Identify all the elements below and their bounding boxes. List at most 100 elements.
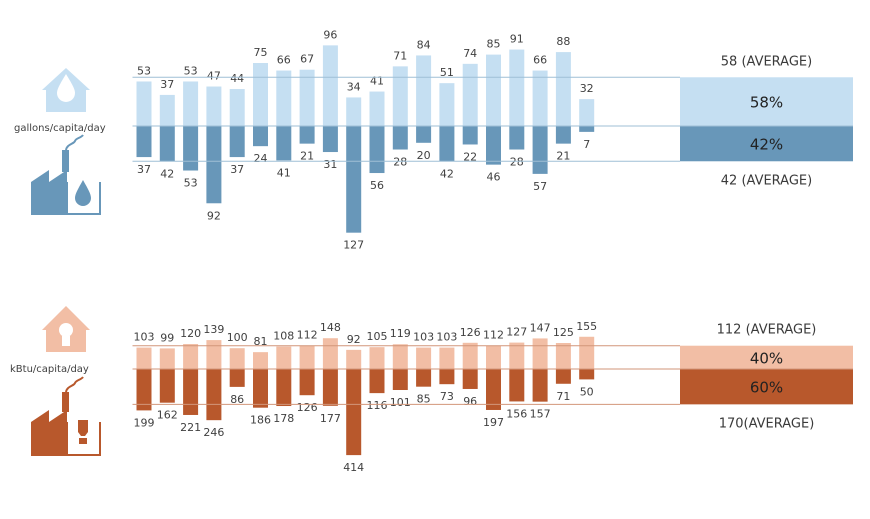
water-top-value-label: 75: [254, 46, 268, 59]
energy-top-value-label: 119: [390, 327, 411, 340]
water-bottom-bar: [532, 126, 548, 174]
water-average-top-label: 58 (AVERAGE): [721, 54, 812, 69]
water-bottom-value-label: 41: [277, 166, 291, 179]
water-top-bar: [532, 70, 548, 126]
energy-average-top-label: 112 (AVERAGE): [717, 323, 817, 338]
water-top-bar: [253, 63, 268, 126]
energy-bottom-value-label: 199: [134, 416, 155, 429]
water-top-bar: [136, 81, 152, 126]
water-top-bar: [183, 81, 199, 126]
energy-top-value-label: 112: [483, 329, 504, 342]
energy-bottom-value-label: 197: [483, 416, 504, 429]
water-top-value-label: 44: [230, 72, 244, 85]
water-bottom-value-label: 21: [300, 150, 314, 163]
energy-top-value-label: 112: [297, 329, 318, 342]
energy-top-bar: [416, 347, 432, 369]
energy-average-bottom-label: 170(AVERAGE): [719, 416, 815, 431]
water-bottom-value-label: 53: [184, 177, 198, 190]
water-top-bar: [416, 55, 432, 126]
energy-bottom-value-label: 186: [250, 414, 271, 427]
energy-bottom-bar: [509, 369, 525, 402]
energy-top-bar: [229, 348, 245, 369]
energy-top-bar: [369, 347, 385, 369]
energy-top-value-label: 125: [553, 326, 574, 339]
water-top-value-label: 88: [556, 35, 570, 48]
energy-top-bar: [579, 336, 595, 369]
energy-top-value-label: 126: [460, 326, 481, 339]
energy-bottom-value-label: 85: [417, 393, 431, 406]
energy-bottom-bar: [579, 369, 595, 380]
energy-top-bar: [439, 347, 455, 369]
energy-share-bottom-label: 60%: [750, 379, 783, 397]
water-top-bar: [392, 66, 408, 126]
water-bottom-bar: [486, 126, 501, 165]
water-bottom-value-label: 28: [510, 156, 524, 169]
water-bottom-value-label: 56: [370, 179, 384, 192]
water-top-bar: [486, 54, 501, 126]
water-top-bar: [159, 94, 175, 126]
energy-industry-icon: [31, 376, 101, 456]
energy-bottom-value-label: 178: [273, 412, 294, 425]
water-top-value-label: 34: [347, 80, 361, 93]
water-top-bar: [369, 91, 385, 126]
water-bottom-value-label: 20: [417, 149, 431, 162]
water-average-bottom-label: 42 (AVERAGE): [721, 173, 812, 188]
energy-bottom-bar: [299, 369, 315, 396]
energy-top-value-label: 100: [227, 331, 248, 344]
energy-bottom-bar: [532, 369, 548, 402]
energy-bottom-bar: [369, 369, 385, 394]
water-top-value-label: 47: [207, 70, 221, 83]
water-unit-label: gallons/capita/day: [14, 123, 106, 134]
energy-top-value-label: 81: [254, 335, 268, 348]
energy-top-value-label: 103: [134, 331, 155, 344]
water-top-value-label: 85: [487, 38, 501, 51]
water-bottom-bar: [439, 126, 455, 162]
water-top-value-label: 66: [277, 54, 291, 67]
water-top-value-label: 37: [160, 78, 174, 91]
water-bottom-value-label: 37: [230, 163, 244, 176]
water-top-value-label: 32: [580, 82, 594, 95]
energy-bottom-bar: [462, 369, 478, 389]
energy-bottom-bar: [439, 369, 455, 385]
water-bottom-bar: [509, 126, 525, 150]
energy-top-value-label: 103: [436, 331, 457, 344]
water-top-bar: [276, 70, 292, 126]
energy-top-bar: [276, 346, 292, 369]
water-bottom-bar: [136, 126, 152, 158]
energy-top-bar: [509, 342, 525, 369]
water-top-bar: [206, 86, 222, 126]
energy-bottom-value-label: 246: [203, 426, 224, 439]
energy-bottom-value-label: 73: [440, 390, 454, 403]
energy-top-value-label: 105: [367, 330, 388, 343]
water-share-top-label: 58%: [750, 94, 783, 112]
energy-average-bottom-box: [680, 369, 853, 405]
energy-top-bar: [159, 348, 175, 369]
energy-bottom-value-label: 101: [390, 396, 411, 409]
water-bottom-bar: [579, 126, 595, 132]
water-top-bar: [462, 63, 478, 126]
energy-top-bar: [532, 338, 548, 369]
water-bottom-bar: [555, 126, 571, 144]
energy-top-value-label: 108: [273, 330, 294, 343]
water-bottom-value-label: 21: [556, 150, 570, 163]
water-bottom-value-label: 24: [254, 152, 268, 165]
energy-top-bar: [253, 352, 268, 369]
energy-top-value-label: 148: [320, 321, 341, 334]
water-top-value-label: 84: [417, 38, 431, 51]
water-average-top-box: [680, 77, 853, 126]
water-bottom-value-label: 42: [160, 167, 174, 180]
water-bottom-bar: [183, 126, 199, 171]
energy-top-bar: [183, 344, 199, 369]
energy-bottom-value-label: 177: [320, 412, 341, 425]
water-top-value-label: 67: [300, 53, 314, 66]
energy-top-bar: [322, 338, 338, 369]
energy-bottom-bar: [183, 369, 199, 415]
energy-top-value-label: 103: [413, 331, 434, 344]
water-share-bottom-label: 42%: [750, 136, 783, 154]
energy-top-value-label: 92: [347, 333, 361, 346]
energy-bottom-value-label: 50: [580, 385, 594, 398]
water-top-value-label: 91: [510, 33, 524, 46]
water-top-value-label: 66: [533, 54, 547, 67]
water-bottom-value-label: 92: [207, 209, 221, 222]
